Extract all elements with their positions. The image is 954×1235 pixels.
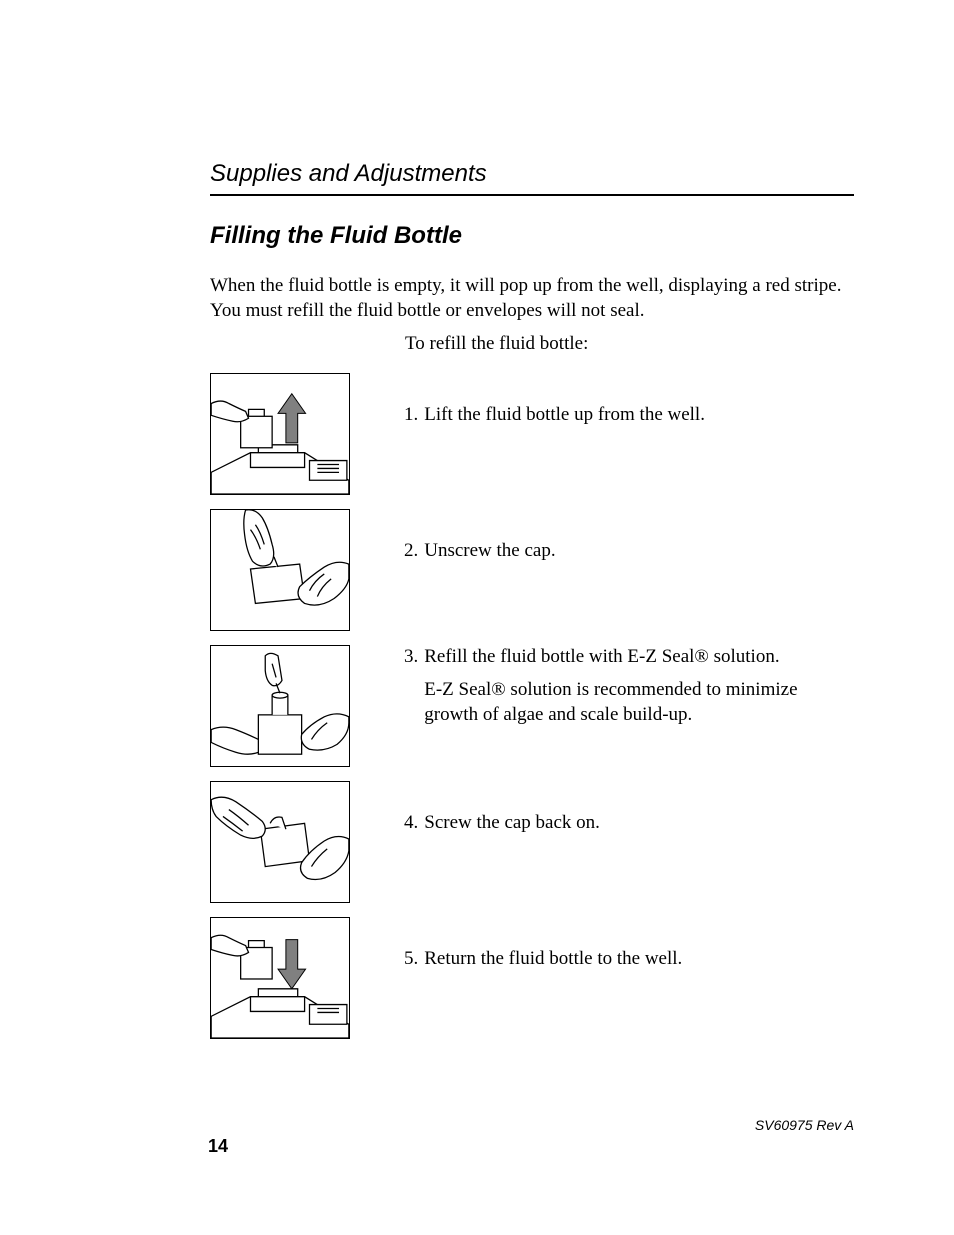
step-body: Return the fluid bottle to the well. <box>424 947 854 972</box>
page-title: Filling the Fluid Bottle <box>210 222 854 250</box>
step-text: 4. Screw the cap back on. <box>404 781 854 836</box>
page-number: 14 <box>208 1136 228 1157</box>
step-text: 3. Refill the fluid bottle with E-Z Seal… <box>404 645 854 727</box>
step-body: Lift the fluid bottle up from the well. <box>424 403 854 428</box>
step-text: 2. Unscrew the cap. <box>404 509 854 564</box>
illustration-lift-bottle <box>210 373 350 495</box>
step-note: E-Z Seal® solution is recommended to min… <box>424 678 854 727</box>
step-number: 4. <box>404 811 418 836</box>
illustration-screw-cap <box>210 781 350 903</box>
step-number: 1. <box>404 403 418 428</box>
step-body: Unscrew the cap. <box>424 539 854 564</box>
document-page: Supplies and Adjustments Filling the Flu… <box>0 0 954 1235</box>
step-main-text: Refill the fluid bottle with E-Z Seal® s… <box>424 646 779 667</box>
step-number: 2. <box>404 539 418 564</box>
step-body: Screw the cap back on. <box>424 811 854 836</box>
step-row: 4. Screw the cap back on. <box>210 781 854 903</box>
step-number: 5. <box>404 947 418 972</box>
step-row: 3. Refill the fluid bottle with E-Z Seal… <box>210 645 854 767</box>
step-text: 5. Return the fluid bottle to the well. <box>404 917 854 972</box>
step-text: 1. Lift the fluid bottle up from the wel… <box>404 373 854 428</box>
step-body: Refill the fluid bottle with E-Z Seal® s… <box>424 645 854 727</box>
footer-doc-id: SV60975 Rev A <box>755 1117 854 1133</box>
illustration-unscrew-cap <box>210 509 350 631</box>
step-row: 1. Lift the fluid bottle up from the wel… <box>210 373 854 495</box>
section-header: Supplies and Adjustments <box>210 160 854 196</box>
step-row: 2. Unscrew the cap. <box>210 509 854 631</box>
intro-paragraph: When the fluid bottle is empty, it will … <box>210 274 854 323</box>
illustration-return-bottle <box>210 917 350 1039</box>
step-row: 5. Return the fluid bottle to the well. <box>210 917 854 1039</box>
illustration-refill-bottle <box>210 645 350 767</box>
step-number: 3. <box>404 645 418 670</box>
instruction-lead: To refill the fluid bottle: <box>405 333 854 355</box>
